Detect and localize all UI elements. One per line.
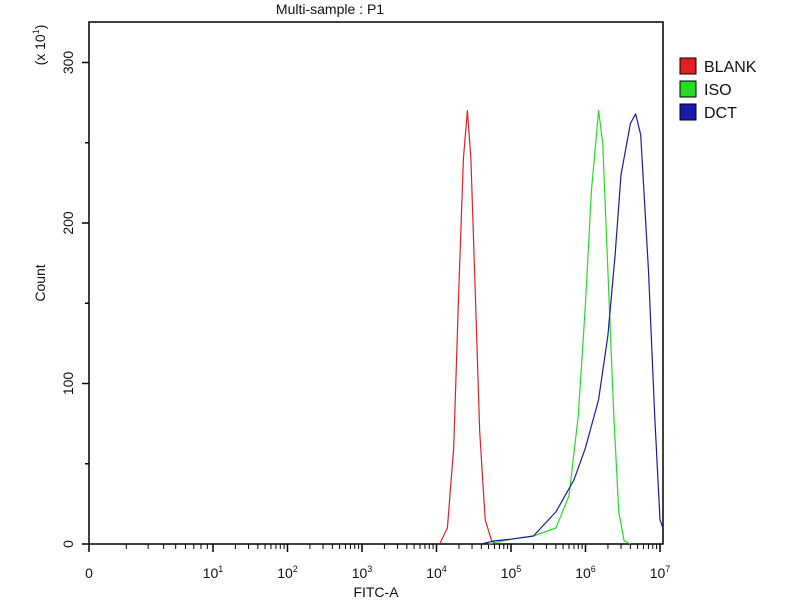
legend-label-iso: ISO: [704, 82, 732, 99]
x-tick-label: 103: [352, 564, 373, 581]
legend-label-blank: BLANK: [704, 59, 757, 76]
y-axis-label: Count: [32, 264, 48, 301]
series-dct-line: [481, 113, 664, 545]
y-multiplier: (x 101): [31, 25, 48, 66]
chart-title: Multi-sample : P1: [276, 1, 384, 17]
y-tick-label: 100: [60, 372, 76, 396]
legend-swatch-dct: [679, 103, 697, 121]
y-tick-label: 200: [60, 211, 76, 235]
x-tick-label: 101: [203, 564, 224, 581]
legend: BLANK ISO DCT: [679, 57, 757, 122]
x-axis: 0 101 102 103 104 105 106 107: [85, 544, 670, 581]
plot-frame: [88, 21, 664, 545]
legend-swatch-iso: [679, 80, 697, 98]
series-blank-line: [439, 110, 498, 545]
x-tick-label: 0: [85, 565, 93, 581]
series-iso-line: [488, 110, 631, 545]
y-tick-label: 300: [60, 51, 76, 75]
x-tick-label: 105: [501, 564, 522, 581]
legend-swatch-blank: [679, 57, 697, 75]
x-tick-label: 104: [426, 564, 447, 581]
y-axis: 0 100 200 300: [60, 51, 89, 548]
x-axis-label: FITC-A: [353, 584, 399, 600]
x-tick-label: 102: [277, 564, 298, 581]
x-tick-label: 106: [575, 564, 596, 581]
x-tick-label: 107: [650, 564, 671, 581]
y-tick-label: 0: [60, 540, 76, 548]
legend-label-dct: DCT: [704, 105, 737, 122]
curves: [439, 110, 664, 545]
